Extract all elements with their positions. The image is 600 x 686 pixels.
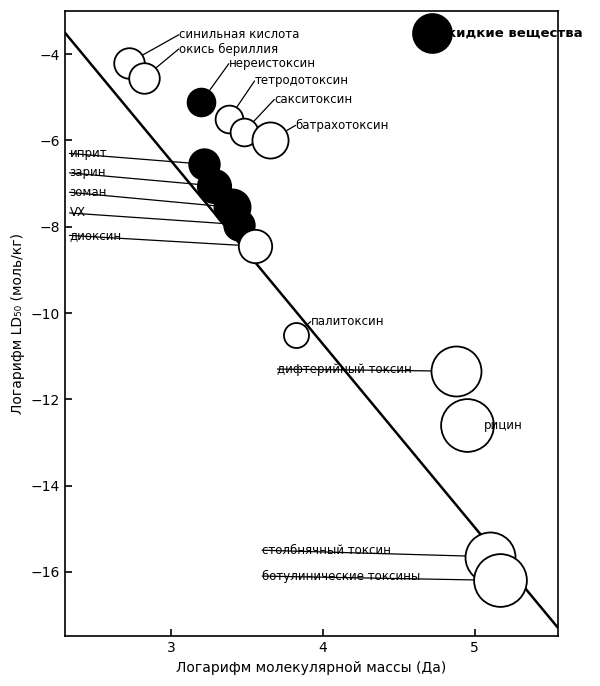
Text: рицин: рицин [484, 418, 523, 431]
Text: тетродотоксин: тетродотоксин [254, 75, 349, 88]
X-axis label: Логарифм молекулярной массы (Да): Логарифм молекулярной массы (Да) [176, 661, 446, 675]
Text: окись бериллия: окись бериллия [179, 43, 278, 56]
Text: синильная кислота: синильная кислота [179, 28, 299, 41]
Text: нереистоксин: нереистоксин [229, 57, 316, 70]
Text: VX: VX [70, 206, 85, 220]
Text: ботулинические токсины: ботулинические токсины [262, 569, 421, 582]
Text: палитоксин: палитоксин [311, 315, 384, 328]
Text: дифтерийный токсин: дифтерийный токсин [277, 363, 412, 375]
Text: сакситоксин: сакситоксин [274, 93, 352, 106]
Text: жидкие вещества: жидкие вещества [443, 26, 583, 39]
Text: батрахотоксин: батрахотоксин [296, 119, 389, 132]
Text: диоксин: диоксин [70, 229, 122, 242]
Text: зоман: зоман [70, 186, 107, 199]
Text: столбнячный токсин: столбнячный токсин [262, 544, 391, 557]
Y-axis label: Логарифм LD₅₀ (моль/кг): Логарифм LD₅₀ (моль/кг) [11, 233, 25, 414]
Text: зарин: зарин [70, 166, 106, 179]
Text: иприт: иприт [70, 147, 107, 160]
